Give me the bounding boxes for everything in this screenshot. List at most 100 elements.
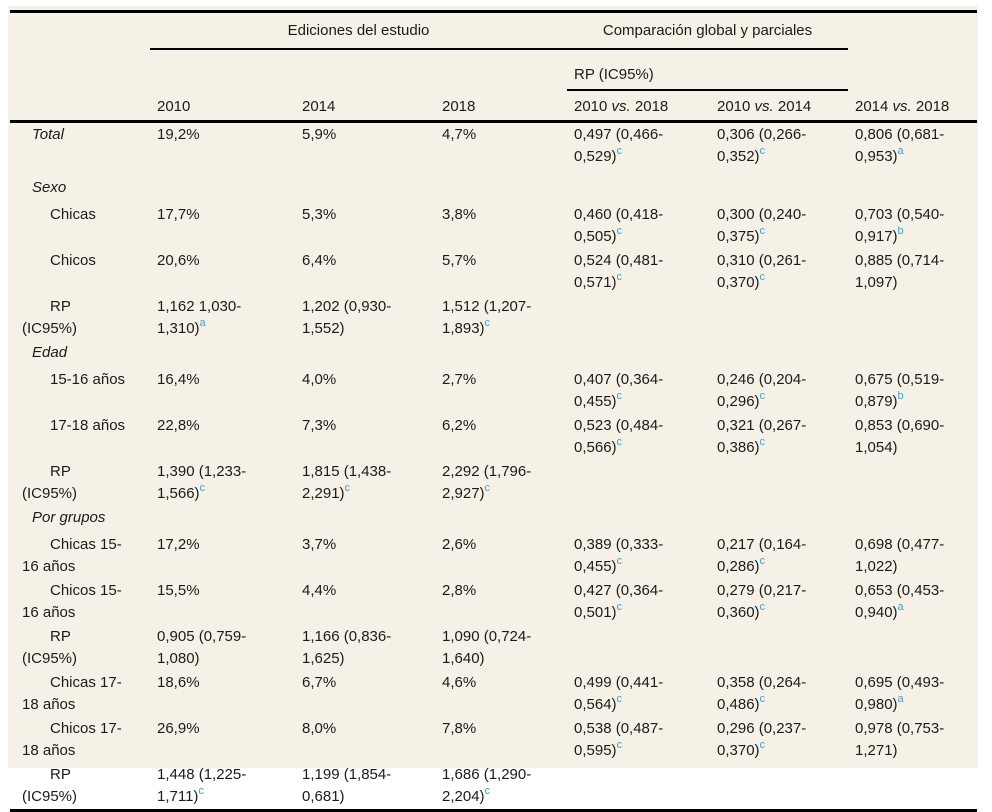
- column-header-row: 2010 2014 2018 2010 vs. 2018 2010 vs. 2014 20…: [10, 90, 977, 123]
- cell: [150, 176, 295, 203]
- cell: [848, 341, 977, 368]
- cell: [710, 176, 848, 203]
- cell: 0,978 (0,753- 1,271): [855, 720, 945, 759]
- cell: [710, 295, 848, 341]
- table-row: Chicos 17- 18 años 26,9% 8,0% 7,8% 0,538 (0,4…: [10, 717, 977, 763]
- cell: 0,806 (0,681- 0,953)a: [855, 126, 945, 165]
- row-label: 17-18 años: [50, 417, 126, 434]
- row-label: RP (IC95%): [22, 298, 78, 337]
- table-row: Sexo: [10, 176, 977, 203]
- column-header: 2010 vs. 2014: [710, 90, 848, 123]
- table-row: Chicas 15- 16 años 17,2% 3,7% 2,6% 0,389 (0,3…: [10, 533, 977, 579]
- column-header: 2010 vs. 2018: [567, 90, 710, 123]
- cell: [710, 625, 848, 671]
- group-header-ediciones: Ediciones del estudio: [150, 11, 567, 50]
- cell: 18,6%: [157, 674, 200, 691]
- cell: 8,0%: [302, 720, 337, 737]
- header-spacer: [10, 12, 150, 50]
- cell: [567, 625, 710, 671]
- cell: 0,698 (0,477- 1,022): [855, 536, 945, 575]
- row-label: Chicos 17- 18 años: [22, 720, 122, 759]
- row-label: Por grupos: [32, 509, 106, 526]
- row-label: Chicos: [50, 252, 96, 269]
- table-row: Chicos 20,6% 6,4% 5,7% 0,524 (0,481- 0,571)c 0…: [10, 249, 977, 295]
- cell: 2,292 (1,796- 2,927)c: [442, 463, 532, 502]
- cell: [848, 506, 977, 533]
- cell: 22,8%: [157, 417, 200, 434]
- subgroup-header-rp: RP (IC95%): [567, 49, 848, 91]
- cell: 0,407 (0,364- 0,455)c: [574, 371, 664, 410]
- cell: 26,9%: [157, 720, 200, 737]
- cell: 6,4%: [302, 252, 337, 269]
- cell: [567, 763, 710, 812]
- group-header-comparacion: Comparación global y parciales: [567, 11, 848, 50]
- cell: 0,300 (0,240- 0,375)c: [717, 206, 807, 245]
- cell: 4,7%: [442, 126, 477, 143]
- cell: [295, 176, 435, 203]
- cell: 0,695 (0,493- 0,980)a: [855, 674, 945, 713]
- column-header: 2014: [295, 90, 435, 123]
- row-label: Chicas 17- 18 años: [22, 674, 122, 713]
- cell: 0,310 (0,261- 0,370)c: [717, 252, 807, 291]
- cell: 1,199 (1,854- 0,681): [295, 763, 435, 812]
- cell: 0,427 (0,364- 0,501)c: [574, 582, 664, 621]
- header-spacer: [848, 12, 977, 50]
- cell: 0,905 (0,759- 1,080): [157, 628, 247, 667]
- row-label: Sexo: [32, 179, 67, 196]
- row-label: Total: [32, 126, 64, 143]
- cell: 1,512 (1,207- 1,893)c: [442, 298, 532, 337]
- cell: 0,885 (0,714- 1,097): [855, 252, 945, 291]
- cell: [848, 176, 977, 203]
- cell: 5,3%: [302, 206, 337, 223]
- cell: 0,524 (0,481- 0,571)c: [574, 252, 664, 291]
- cell: 16,4%: [157, 371, 200, 388]
- table-row: 15-16 años 16,4% 4,0% 2,7% 0,407 (0,364- 0,45…: [10, 368, 977, 414]
- cell: [848, 295, 977, 341]
- cell: 6,2%: [442, 417, 477, 434]
- row-label: RP (IC95%): [10, 763, 150, 812]
- cell: 17,7%: [157, 206, 200, 223]
- table-row: Por grupos: [10, 506, 977, 533]
- column-header: 2018: [435, 90, 567, 123]
- row-label: 15-16 años: [50, 371, 126, 388]
- cell: 1,448 (1,225- 1,711)c: [150, 763, 295, 812]
- cell: 7,8%: [442, 720, 477, 737]
- table-row: Chicas 17- 18 años 18,6% 6,7% 4,6% 0,499 (0,4…: [10, 671, 977, 717]
- table-row: RP (IC95%) 1,162 1,030- 1,310)a 1,202 (0,930…: [10, 295, 977, 341]
- cell: 2,7%: [442, 371, 477, 388]
- cell: [435, 506, 567, 533]
- table-row: Chicos 15- 16 años 15,5% 4,4% 2,8% 0,427 (0,3…: [10, 579, 977, 625]
- table-row: Total 19,2% 5,9% 4,7% 0,497 (0,466- 0,529)c 0,…: [10, 122, 977, 177]
- row-label: Chicas: [50, 206, 96, 223]
- cell: 0,653 (0,453- 0,940)a: [855, 582, 945, 621]
- cell: [710, 460, 848, 506]
- table-body: Total 19,2% 5,9% 4,7% 0,497 (0,466- 0,529)c 0,…: [10, 122, 977, 812]
- cell: [567, 506, 710, 533]
- cell: [435, 341, 567, 368]
- cell: 1,162 1,030- 1,310)a: [157, 298, 242, 337]
- cell: [435, 176, 567, 203]
- table-row: RP (IC95%) 1,448 (1,225- 1,711)c 1,199 (1,85…: [10, 763, 977, 812]
- cell: [848, 763, 977, 812]
- cell: 17,2%: [157, 536, 200, 553]
- cell: [710, 763, 848, 812]
- table-panel: Ediciones del estudio Comparación global…: [8, 6, 978, 812]
- cell: [150, 506, 295, 533]
- cell: 2,6%: [442, 536, 477, 553]
- cell: [567, 295, 710, 341]
- cell: 5,9%: [302, 126, 337, 143]
- cell: [710, 506, 848, 533]
- cell: 0,358 (0,264- 0,486)c: [717, 674, 807, 713]
- cell: 1,090 (0,724- 1,640): [442, 628, 532, 667]
- cell: 0,217 (0,164- 0,286)c: [717, 536, 807, 575]
- cell: 0,296 (0,237- 0,370)c: [717, 720, 807, 759]
- cell: 4,0%: [302, 371, 337, 388]
- cell: 0,538 (0,487- 0,595)c: [574, 720, 664, 759]
- cell: 0,389 (0,333- 0,455)c: [574, 536, 664, 575]
- cell: [710, 341, 848, 368]
- cell: 1,815 (1,438- 2,291)c: [302, 463, 392, 502]
- cell: 0,279 (0,217- 0,360)c: [717, 582, 807, 621]
- row-label: RP (IC95%): [22, 463, 78, 502]
- row-label: Edad: [32, 344, 68, 361]
- cell: 1,202 (0,930- 1,552): [302, 298, 392, 337]
